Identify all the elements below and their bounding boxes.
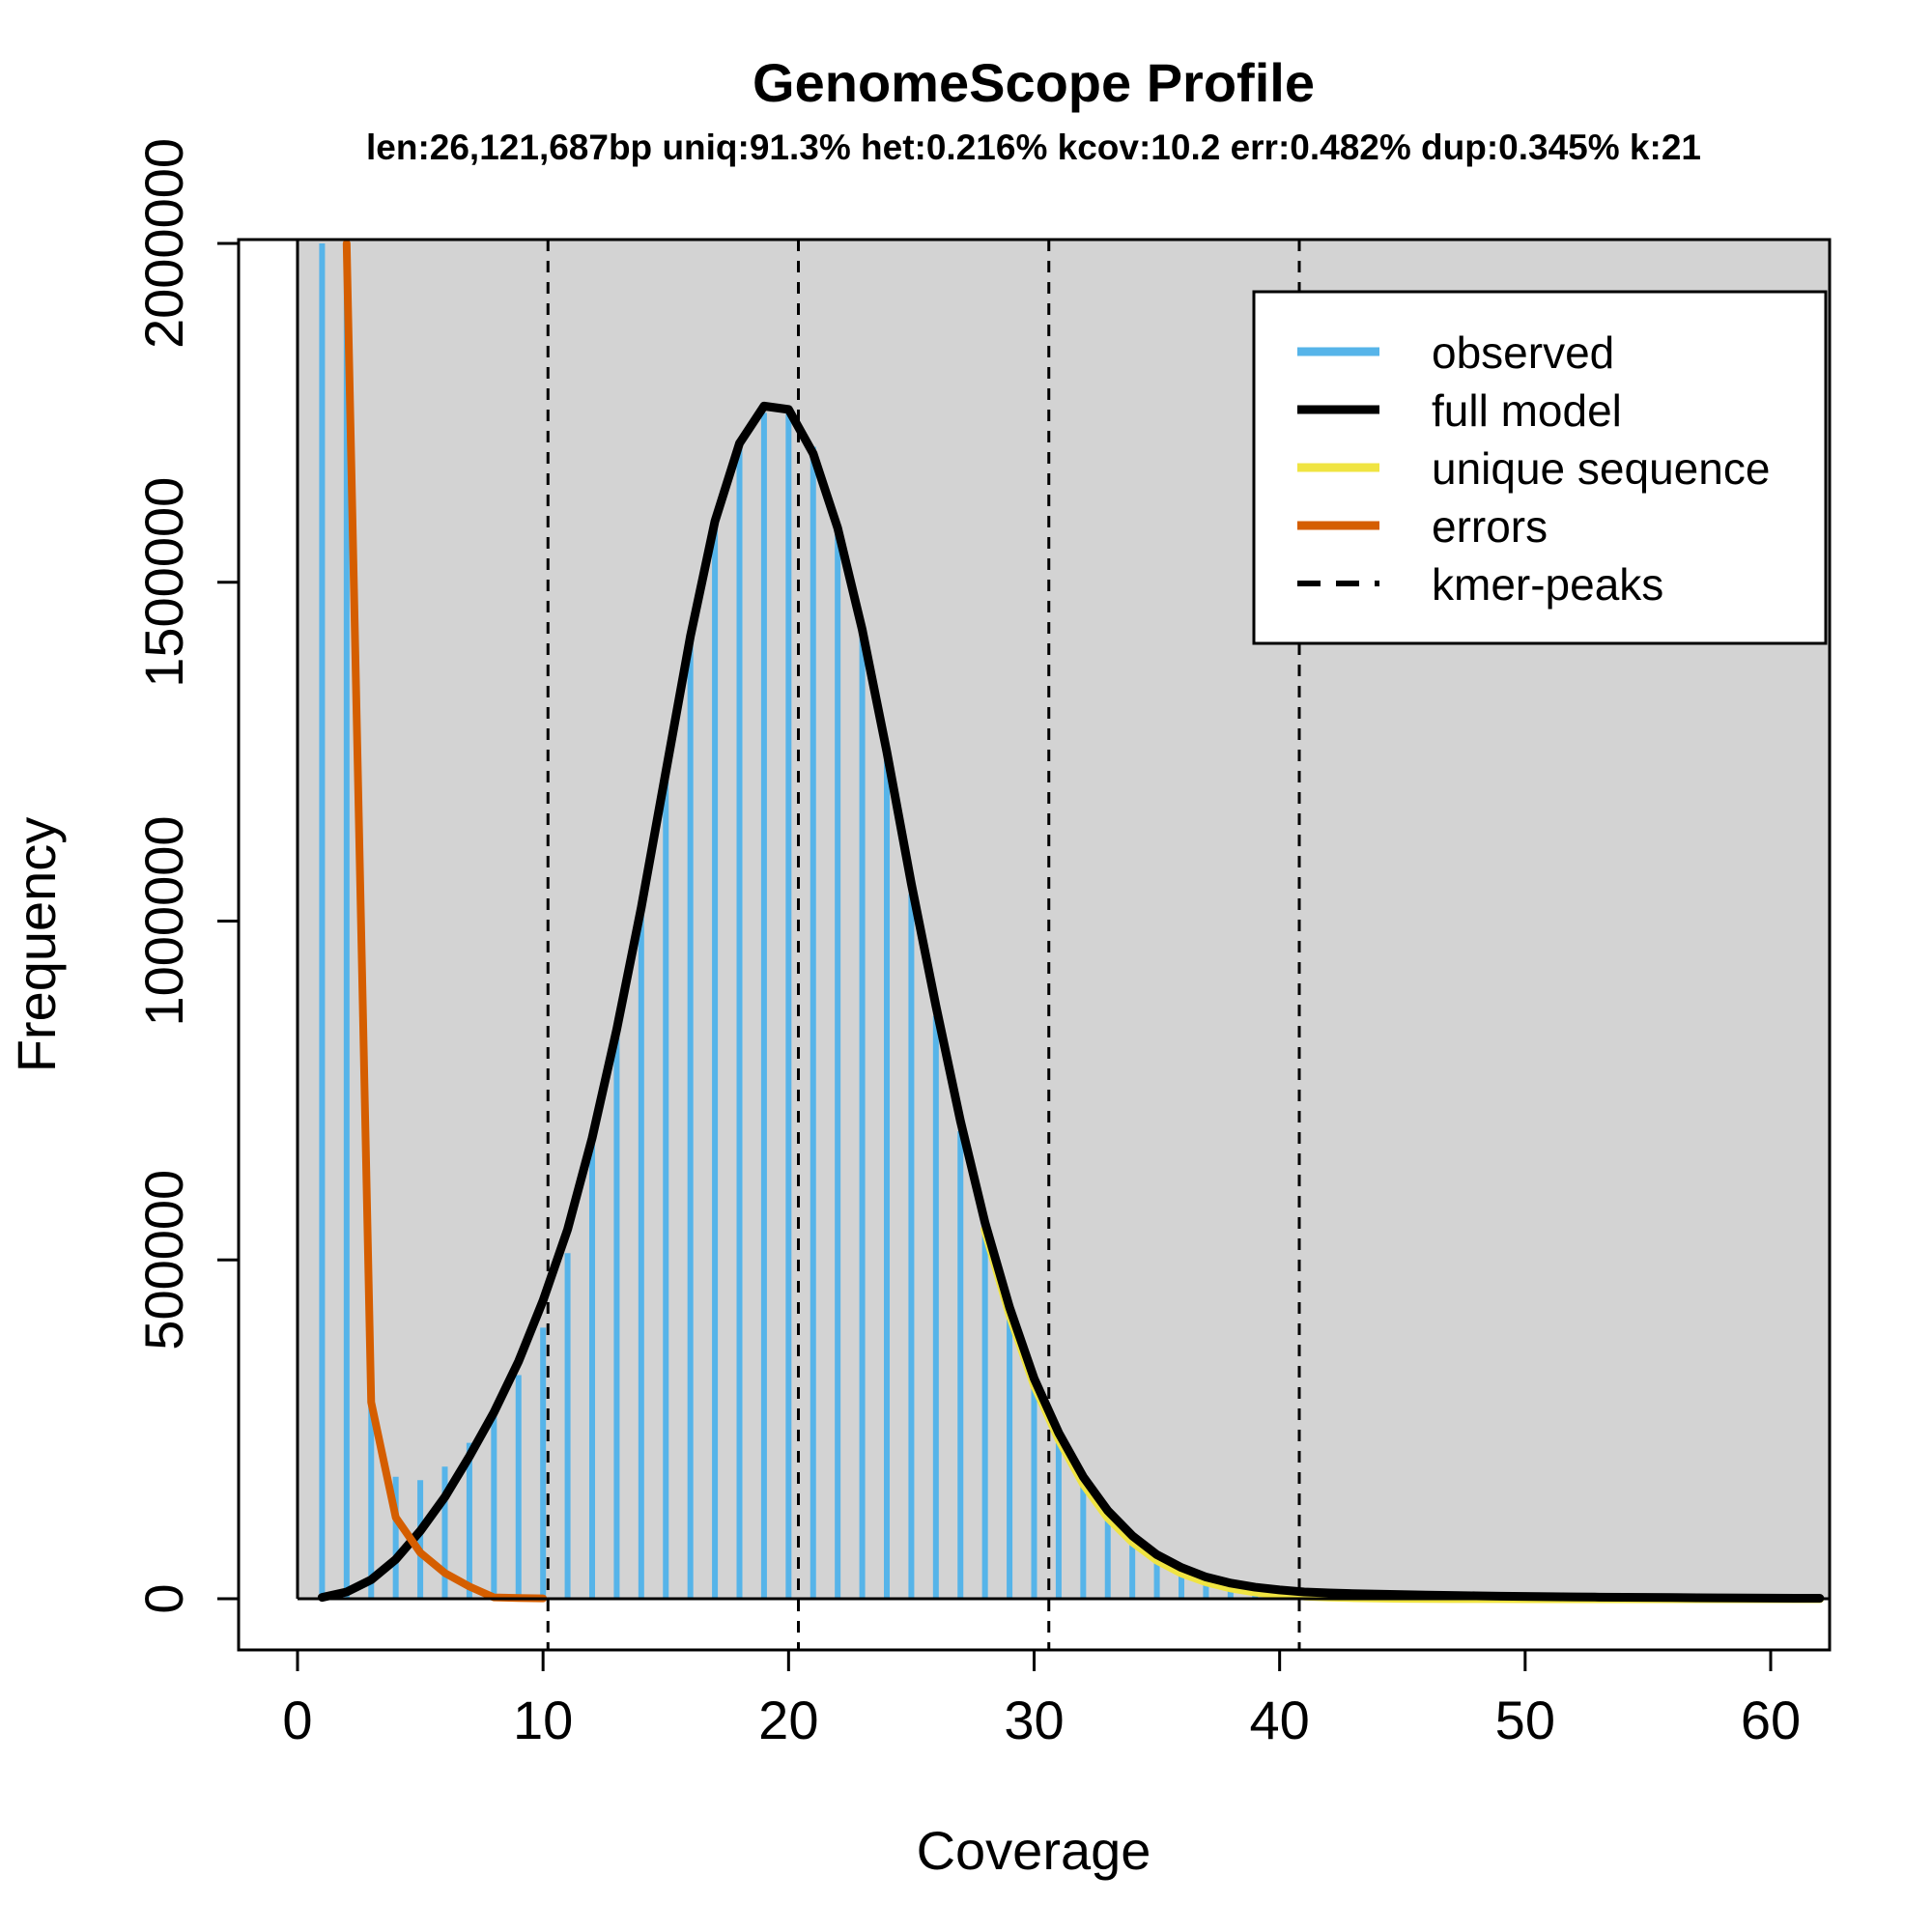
y-tick-label: 2000000 (133, 138, 194, 349)
x-tick-label: 30 (1004, 1690, 1064, 1750)
legend-label: full model (1432, 385, 1622, 436)
x-tick-label: 20 (758, 1690, 818, 1750)
y-tick-label: 500000 (133, 1170, 194, 1350)
x-axis: 0 10 20 30 40 50 60 (282, 1650, 1801, 1750)
legend: observed full model unique sequence errors k… (1252, 290, 1828, 645)
x-tick-label: 0 (282, 1690, 312, 1750)
x-tick-label: 50 (1495, 1690, 1555, 1750)
x-tick-label: 60 (1741, 1690, 1801, 1750)
y-tick-label: 1000000 (133, 815, 194, 1026)
legend-label: unique sequence (1432, 443, 1770, 494)
y-axis: 0 500000 1000000 1500000 2000000 (133, 138, 239, 1614)
y-tick-label: 0 (133, 1583, 194, 1613)
full-model-line (317, 401, 1825, 1604)
x-axis-label: Coverage (917, 1820, 1151, 1881)
chart-subtitle: len:26,121,687bp uniq:91.3% het:0.216% k… (366, 128, 1701, 167)
legend-label: observed (1432, 327, 1614, 378)
x-tick-label: 40 (1250, 1690, 1310, 1750)
observed-bars (319, 243, 1823, 1599)
chart-title: GenomeScope Profile (753, 52, 1315, 113)
y-tick-label: 1500000 (133, 477, 194, 688)
legend-label: errors (1432, 501, 1548, 552)
y-axis-label: Frequency (6, 817, 67, 1073)
x-tick-label: 10 (513, 1690, 573, 1750)
legend-label: kmer-peaks (1432, 559, 1663, 610)
